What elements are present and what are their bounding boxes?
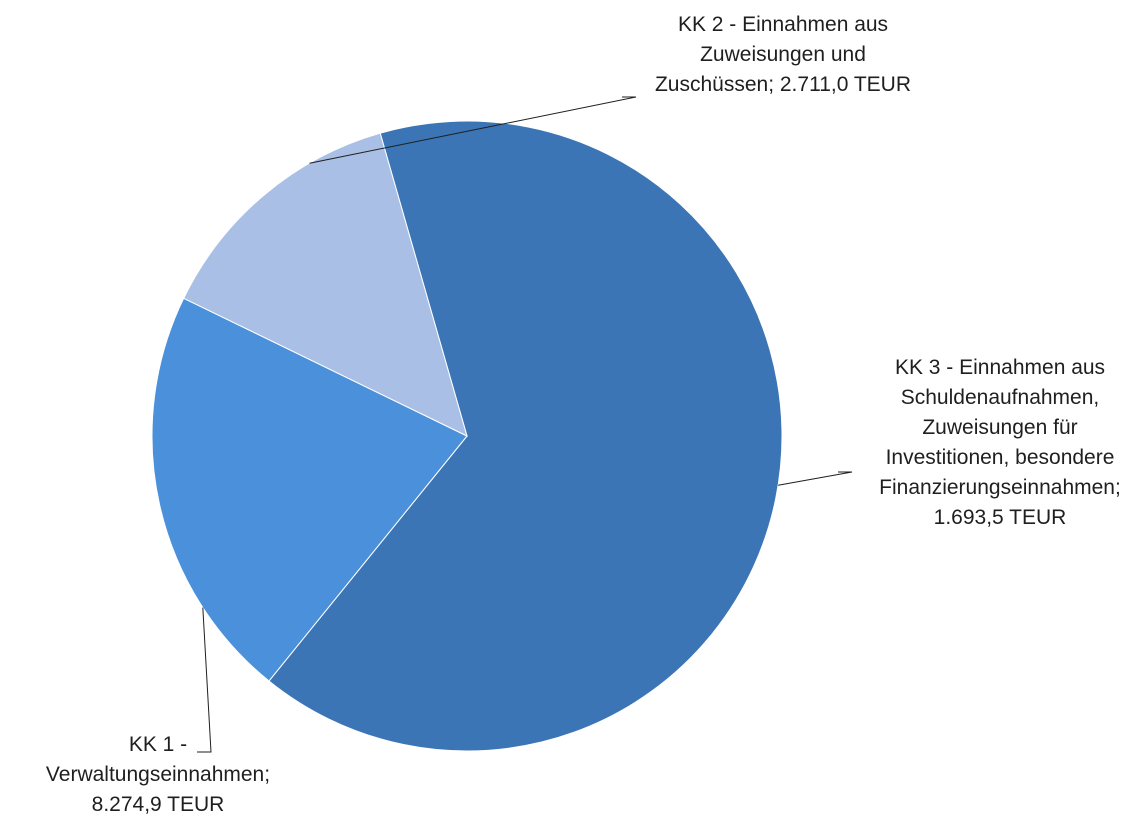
slice-label-kk3-line4: Investitionen, besondere [885,446,1115,469]
slice-label-kk1-line2: Verwaltungseinnahmen; [45,763,271,786]
slice-label-kk2-line1: KK 2 - Einnahmen aus [677,13,889,36]
slice-label-kk1-line3: 8.274,9 TEUR [91,793,225,816]
slice-label-kk3-line1: KK 3 - Einnahmen aus [894,356,1106,379]
pie-slice-kk2 [151,297,468,682]
pie-slice-kk3 [183,132,468,437]
slice-label-kk3-line2: Schuldenaufnahmen, [900,386,1100,409]
slice-label-kk1: KK 1 - Verwaltungseinnahmen; 8.274,9 TEU… [0,730,316,820]
slice-label-kk3-line3: Zuweisungen für [922,416,1078,439]
leader-line-kk3 [778,471,853,486]
slice-label-kk3: KK 3 - Einnahmen aus Schuldenaufnahmen, … [820,353,1140,533]
pie-slice-kk1 [268,120,783,752]
slice-label-kk1-line1: KK 1 - [128,733,188,756]
leader-line-kk2 [309,96,637,164]
leader-lines [197,96,853,753]
pie-slices [151,120,783,752]
slice-label-kk2-line2: Zuweisungen und [700,43,866,66]
slice-label-kk3-line6: 1.693,5 TEUR [933,506,1067,529]
slice-label-kk2-line3: Zuschüssen; 2.711,0 TEUR [654,73,912,96]
slice-label-kk3-line5: Finanzierungseinnahmen; [879,476,1121,499]
slice-label-kk2: KK 2 - Einnahmen aus Zuweisungen und Zus… [598,10,968,100]
leader-line-kk1 [197,607,212,753]
